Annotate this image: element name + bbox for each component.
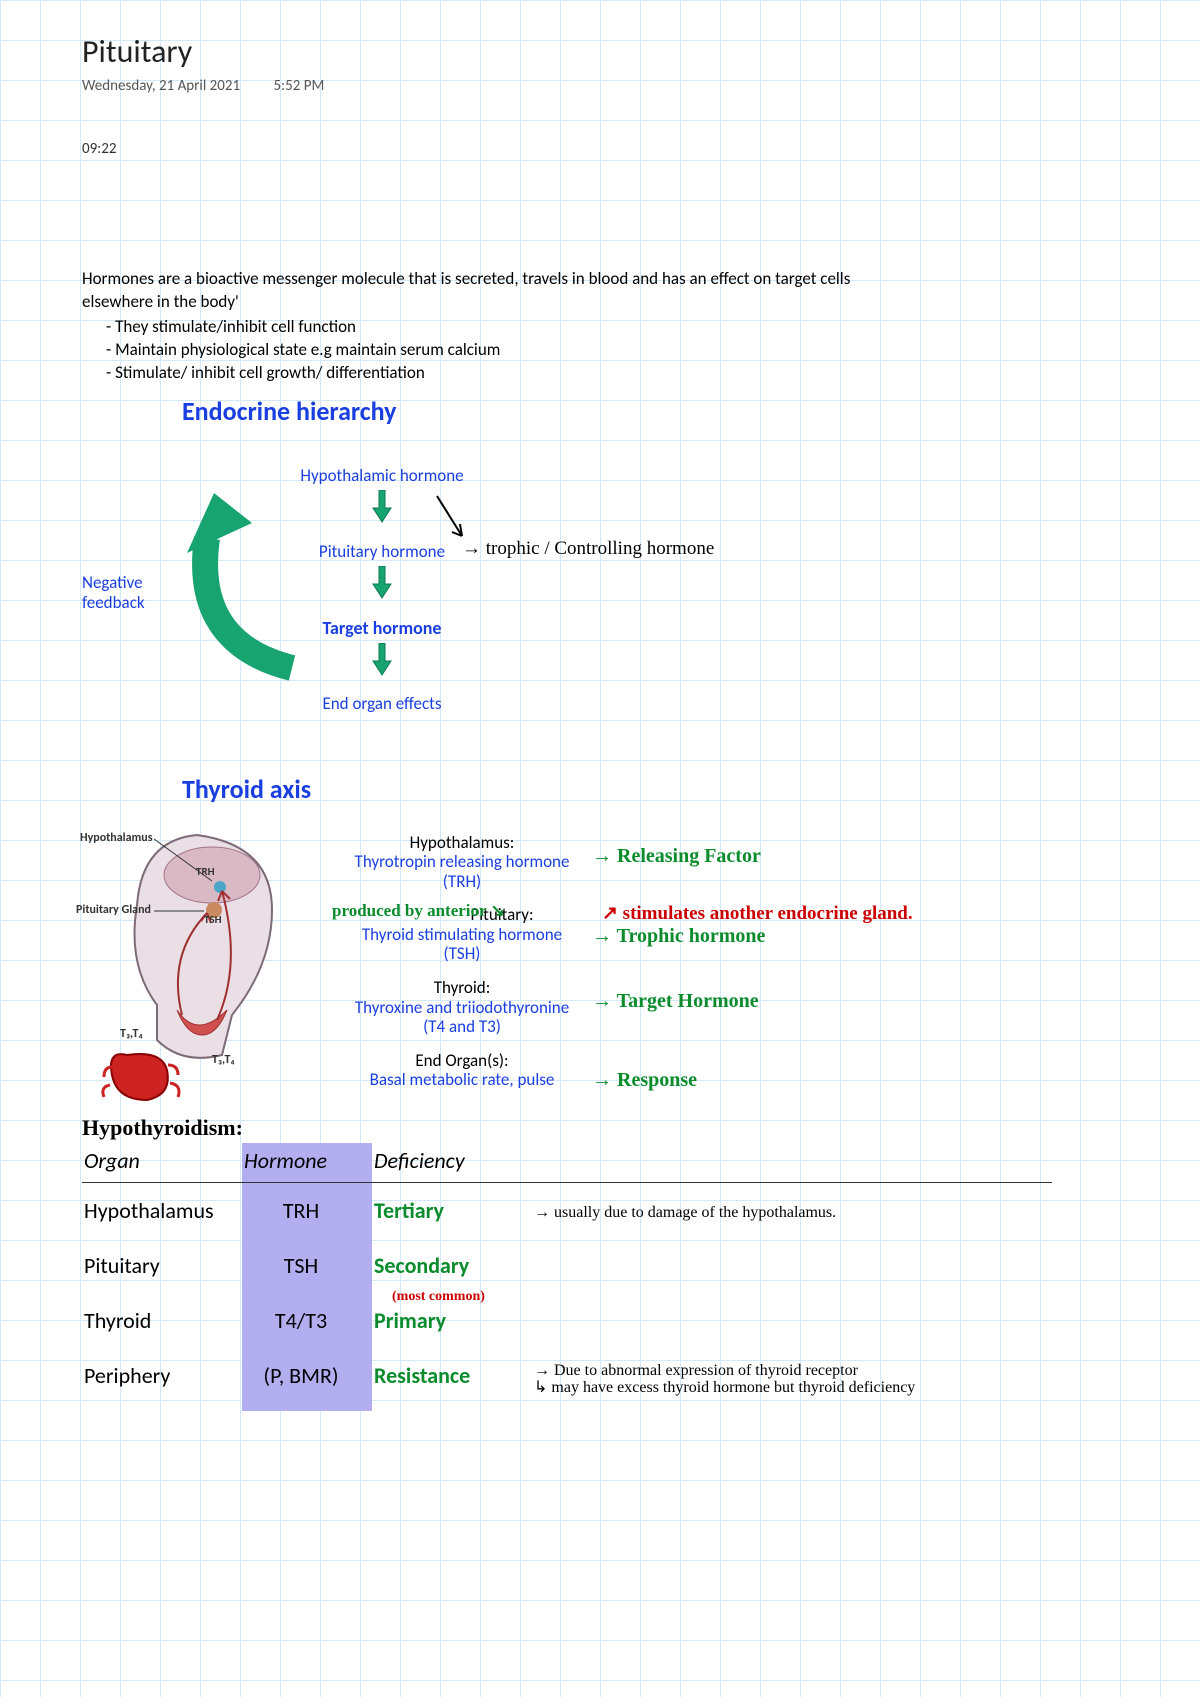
col-header: Deficiency: [372, 1143, 532, 1183]
thyroid-heading: Thyroid axis: [182, 773, 1132, 805]
table-row: Periphery (P, BMR) Resistance → Due to a…: [82, 1348, 1052, 1411]
time: 5:52 PM: [273, 77, 324, 95]
intro-bullet: Stimulate/ inhibit cell growth/ differen…: [122, 362, 882, 385]
cell-organ: Pituitary: [82, 1238, 242, 1293]
table-row: Hypothalamus TRH Tertiary → usually due …: [82, 1182, 1052, 1238]
cell-annot: → usually due to damage of the hypothala…: [534, 1204, 836, 1222]
svg-text:TSH: TSH: [204, 913, 222, 926]
cell-deficiency: Primary: [374, 1307, 446, 1334]
table-row: Pituitary TSH Secondary: [82, 1238, 1052, 1293]
cell-hormone: TRH: [242, 1182, 372, 1238]
arrow-down-icon: [372, 490, 392, 524]
anatomy-illustration: Hypothalamus TRH Pituitary Gland TSH T₃,…: [72, 815, 342, 1105]
cell-organ: Periphery: [82, 1348, 242, 1411]
cell-hormone: TSH: [242, 1238, 372, 1293]
hier-level: Hypothalamic hormone: [252, 465, 512, 486]
svg-text:Pituitary Gland: Pituitary Gland: [76, 903, 151, 917]
axis-row-head: End Organ(s):: [415, 1050, 508, 1071]
cell-organ: Hypothalamus: [82, 1182, 242, 1238]
axis-annot: → Trophic hormone: [592, 925, 765, 948]
page-title: Pituitary: [82, 32, 1132, 71]
thyroid-axis-section: Hypothalamus TRH Pituitary Gland TSH T₃,…: [82, 815, 1132, 1115]
col-header: Hormone: [242, 1143, 372, 1183]
axis-annot-red: ↗ stimulates another endocrine gland.: [602, 903, 913, 925]
hier-level: End organ effects: [252, 693, 512, 714]
date: Wednesday, 21 April 2021: [82, 77, 240, 95]
cell-hormone: (P, BMR): [242, 1348, 372, 1411]
axis-row-sub: Thyroid stimulating hormone: [362, 924, 562, 945]
cell-deficiency: Secondary: [372, 1238, 532, 1293]
intro-block: Hormones are a bioactive messenger molec…: [82, 268, 882, 385]
time-secondary: 09:22: [82, 140, 1132, 158]
cell-organ: Thyroid: [82, 1293, 242, 1348]
hierarchy-heading: Endocrine hierarchy: [182, 395, 396, 427]
arrow-down-icon: [372, 643, 392, 677]
hier-level: Target hormone: [252, 617, 512, 639]
axis-row-abbr: (TSH): [444, 943, 481, 964]
axis-annot: → Response: [592, 1069, 697, 1092]
cell-deficiency: Resistance: [372, 1348, 532, 1411]
axis-annot: → Releasing Factor: [592, 845, 761, 868]
cell-deficiency: Tertiary: [372, 1182, 532, 1238]
table-row: Thyroid T4/T3 (most common) Primary: [82, 1293, 1052, 1348]
cell-annot: → Due to abnormal expression of thyroid …: [534, 1362, 915, 1397]
table-heading: Hypothyroidism:: [82, 1115, 1132, 1141]
intro-text: Hormones are a bioactive messenger molec…: [82, 268, 882, 314]
axis-row-abbr: (TRH): [443, 871, 481, 892]
axis-row-head: Hypothalamus:: [410, 832, 515, 853]
axis-row-sub: Thyrotropin releasing hormone: [355, 851, 570, 872]
intro-bullet: They stimulate/inhibit cell function: [122, 316, 882, 339]
axis-row-abbr: (T4 and T3): [423, 1016, 501, 1037]
axis-row-sub: Basal metabolic rate, pulse: [370, 1069, 555, 1090]
svg-text:T₃,T₄: T₃,T₄: [212, 1053, 235, 1067]
hierarchy-diagram: Negativefeedback Hypothalamic hormone Pi…: [82, 443, 1132, 773]
axis-row-head: Thyroid:: [434, 977, 491, 998]
negative-feedback-label: Negativefeedback: [82, 573, 145, 614]
cell-red-annot: (most common): [392, 1289, 485, 1305]
meta-row: Wednesday, 21 April 2021 5:52 PM: [82, 77, 1132, 95]
axis-annot: → Target Hormone: [592, 990, 759, 1013]
intro-bullet: Maintain physiological state e.g maintai…: [122, 339, 882, 362]
svg-text:TRH: TRH: [196, 865, 215, 878]
svg-text:Hypothalamus: Hypothalamus: [80, 831, 153, 845]
col-header: Organ: [82, 1143, 242, 1183]
svg-text:T₃,T₄: T₃,T₄: [120, 1027, 143, 1041]
cell-hormone: T4/T3: [242, 1293, 372, 1348]
axis-row-sub: Thyroxine and triiodothyronine: [355, 997, 569, 1018]
axis-pre-annot: produced by anterior ↘: [332, 901, 505, 921]
deficiency-table: Organ Hormone Deficiency Hypothalamus TR…: [82, 1143, 1052, 1411]
arrow-down-icon: [372, 566, 392, 600]
trophic-annotation: → trophic / Controlling hormone: [462, 538, 714, 560]
